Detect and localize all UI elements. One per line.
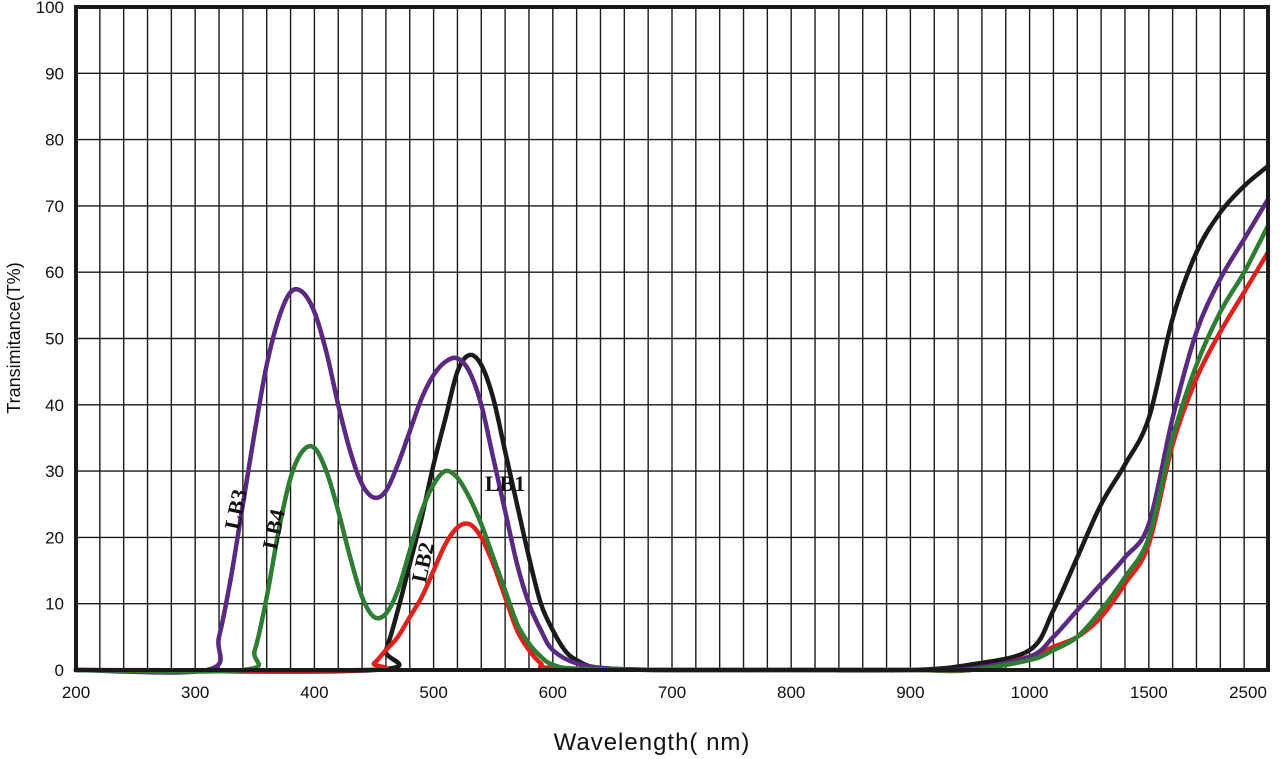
series-label-lb3: LB3 [219, 487, 252, 532]
y-tick-label: 70 [45, 197, 64, 216]
y-tick-label: 100 [36, 0, 64, 17]
y-tick-label: 30 [45, 462, 64, 481]
x-axis-title: Wavelength( nm) [554, 729, 751, 756]
x-tick-label: 900 [896, 683, 924, 702]
x-tick-labels: 200 300 400 500 600 700 800 900 1000 1500 2500 [62, 683, 1267, 702]
x-tick-label: 300 [181, 683, 209, 702]
x-tick-label: 2500 [1229, 683, 1267, 702]
grid [76, 7, 1268, 670]
series-line-lb4 [73, 223, 1271, 674]
x-tick-label: 700 [658, 683, 686, 702]
y-tick-labels: 0 10 20 30 40 50 60 70 80 90 100 [36, 0, 64, 680]
y-tick-label: 90 [45, 64, 64, 83]
x-tick-label: 1000 [1011, 683, 1049, 702]
x-tick-label: 200 [62, 683, 90, 702]
x-tick-label: 1500 [1130, 683, 1168, 702]
y-tick-label: 10 [45, 595, 64, 614]
series-line-lb1 [73, 163, 1271, 674]
y-axis-title: Transimitance(T%) [4, 262, 24, 413]
y-tick-label: 60 [45, 263, 64, 282]
series-label-lb4: LB4 [257, 507, 290, 552]
series-lines [73, 163, 1271, 675]
series-label-lb1: LB1 [485, 471, 525, 496]
y-tick-label: 0 [55, 661, 64, 680]
x-tick-label: 500 [419, 683, 447, 702]
series-line-lb3 [73, 197, 1271, 675]
plot-frame [74, 5, 1270, 672]
y-tick-label: 50 [45, 330, 64, 349]
y-tick-label: 40 [45, 396, 64, 415]
y-tick-label: 80 [45, 131, 64, 150]
x-tick-label: 600 [539, 683, 567, 702]
x-tick-label: 400 [300, 683, 328, 702]
y-tick-label: 20 [45, 528, 64, 547]
series-line-lb2 [73, 250, 1271, 674]
x-tick-label: 800 [777, 683, 805, 702]
